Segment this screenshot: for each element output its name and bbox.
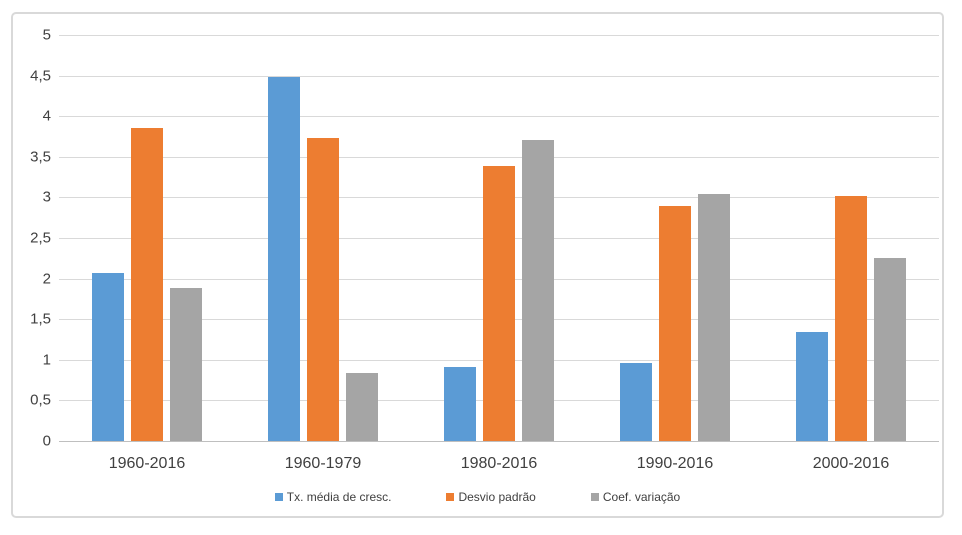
x-axis-category-label: 1960-2016 [108,455,186,472]
y-axis-tick-label: 1,5 [30,310,51,328]
gridline [59,156,939,158]
y-axis-tick-label: 2 [42,270,51,288]
chart-figure: 0 0,5 1 1,5 2 2,5 3 3,5 4 4,5 5 1960-2016 1960-1979… [11,12,944,518]
y-axis-tick-label: 0,5 [30,391,51,409]
y-axis-tick-label: 3 [42,188,51,206]
bar [268,77,300,441]
bar [522,139,554,441]
bar [92,272,124,441]
legend-label: Coef. variação [602,490,681,504]
bar-group [235,35,411,441]
y-axis-tick-label: 2,5 [30,229,51,247]
x-axis-category-label: 2000-2016 [812,455,890,472]
bar [659,205,691,441]
bar [874,257,906,441]
y-axis-tick-label: 4 [42,107,51,125]
y-axis-tick-label: 4,5 [30,67,51,85]
bar-group [59,35,235,441]
bar [483,165,515,441]
bar-groups [59,35,939,441]
legend-swatch-icon [274,493,283,501]
bar [796,332,828,441]
x-axis-category-label: 1990-2016 [636,455,714,472]
bar [131,127,163,441]
bar [698,194,730,441]
x-axis: 1960-2016 1960-1979 1980-2016 1990-2016 2000… [59,455,939,473]
bar [444,367,476,441]
bar-group [763,35,939,441]
gridline [59,116,939,118]
legend-swatch-icon [446,493,455,501]
x-axis-category-label: 1980-2016 [460,455,538,472]
legend-item: Coef. variação [590,490,681,504]
gridline [59,35,939,36]
bar-group [411,35,587,441]
y-axis-tick-label: 1 [42,351,51,369]
legend-label: Desvio padrão [458,490,536,504]
plot-area [59,35,939,442]
bar [835,195,867,441]
bar [346,372,378,441]
x-axis-category-label: 1960-1979 [284,455,362,472]
legend: Tx. média de cresc. Desvio padrão Coef. va… [13,490,942,504]
y-axis: 0 0,5 1 1,5 2 2,5 3 3,5 4 4,5 5 [13,27,51,450]
y-axis-tick-label: 3,5 [30,148,51,166]
bar [170,288,202,441]
gridline [59,75,939,77]
legend-item: Tx. média de cresc. [274,490,392,504]
legend-swatch-icon [590,493,599,501]
legend-label: Tx. média de cresc. [286,490,392,504]
bar [307,138,339,441]
bar [620,363,652,441]
legend-item: Desvio padrão [446,490,536,504]
bar-group [587,35,763,441]
y-axis-tick-label: 0 [42,432,51,450]
y-axis-tick-label: 5 [42,26,51,44]
x-axis-line [59,441,939,442]
